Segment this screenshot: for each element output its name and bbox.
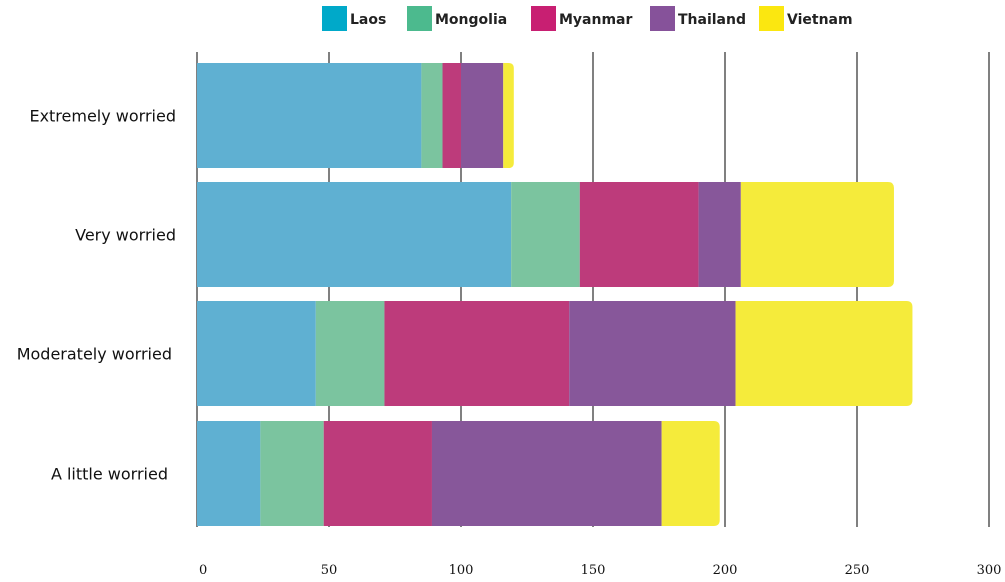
legend-swatch-laos xyxy=(322,6,347,31)
bar-moderately-worried-laos xyxy=(197,301,316,406)
category-labels: Extremely worried Very worried Moderately … xyxy=(17,107,176,484)
bar-a-little-worried-thailand xyxy=(431,421,662,526)
category-label-very-worried: Very worried xyxy=(75,226,176,245)
x-tick-label-100: 100 xyxy=(449,563,474,578)
legend-label-myanmar: Myanmar xyxy=(559,12,633,28)
legend: Laos Mongolia Myanmar Thailand Vietnam xyxy=(322,6,853,31)
bar-extremely-worried-myanmar xyxy=(442,63,461,168)
legend-label-laos: Laos xyxy=(350,12,386,28)
legend-swatch-thailand xyxy=(650,6,675,31)
bar-extremely-worried-thailand xyxy=(461,63,504,168)
legend-swatch-myanmar xyxy=(531,6,556,31)
legend-swatch-mongolia xyxy=(407,6,432,31)
legend-label-thailand: Thailand xyxy=(678,12,746,28)
x-tick-label-50: 50 xyxy=(321,563,338,578)
bar-a-little-worried-laos xyxy=(197,421,261,526)
x-tick-label-300: 300 xyxy=(977,563,1002,578)
legend-swatch-vietnam xyxy=(759,6,784,31)
x-tick-label-200: 200 xyxy=(713,563,738,578)
bar-moderately-worried-vietnam xyxy=(735,301,913,406)
bar-very-worried-thailand xyxy=(698,182,741,287)
bar-a-little-worried-vietnam xyxy=(661,421,720,526)
x-tick-labels: 0 50 100 150 200 250 300 xyxy=(199,563,1001,578)
legend-label-vietnam: Vietnam xyxy=(787,12,853,28)
x-tick-label-250: 250 xyxy=(845,563,870,578)
bar-extremely-worried-laos xyxy=(197,63,422,168)
bar-segments xyxy=(197,63,913,526)
category-label-extremely-worried: Extremely worried xyxy=(29,107,176,126)
bar-extremely-worried-vietnam xyxy=(503,63,514,168)
bar-very-worried-myanmar xyxy=(579,182,699,287)
bar-a-little-worried-myanmar xyxy=(323,421,432,526)
x-tick-label-150: 150 xyxy=(581,563,606,578)
legend-label-mongolia: Mongolia xyxy=(435,12,507,28)
bar-moderately-worried-thailand xyxy=(569,301,736,406)
bar-extremely-worried-mongolia xyxy=(421,63,443,168)
bar-moderately-worried-myanmar xyxy=(384,301,570,406)
bar-a-little-worried-mongolia xyxy=(260,421,324,526)
bar-very-worried-vietnam xyxy=(740,182,894,287)
category-label-a-little-worried: A little worried xyxy=(51,465,168,484)
x-tick-label-0: 0 xyxy=(199,563,207,578)
category-label-moderately-worried: Moderately worried xyxy=(17,345,172,364)
bar-moderately-worried-mongolia xyxy=(315,301,385,406)
bar-very-worried-laos xyxy=(197,182,512,287)
bar-very-worried-mongolia xyxy=(511,182,580,287)
